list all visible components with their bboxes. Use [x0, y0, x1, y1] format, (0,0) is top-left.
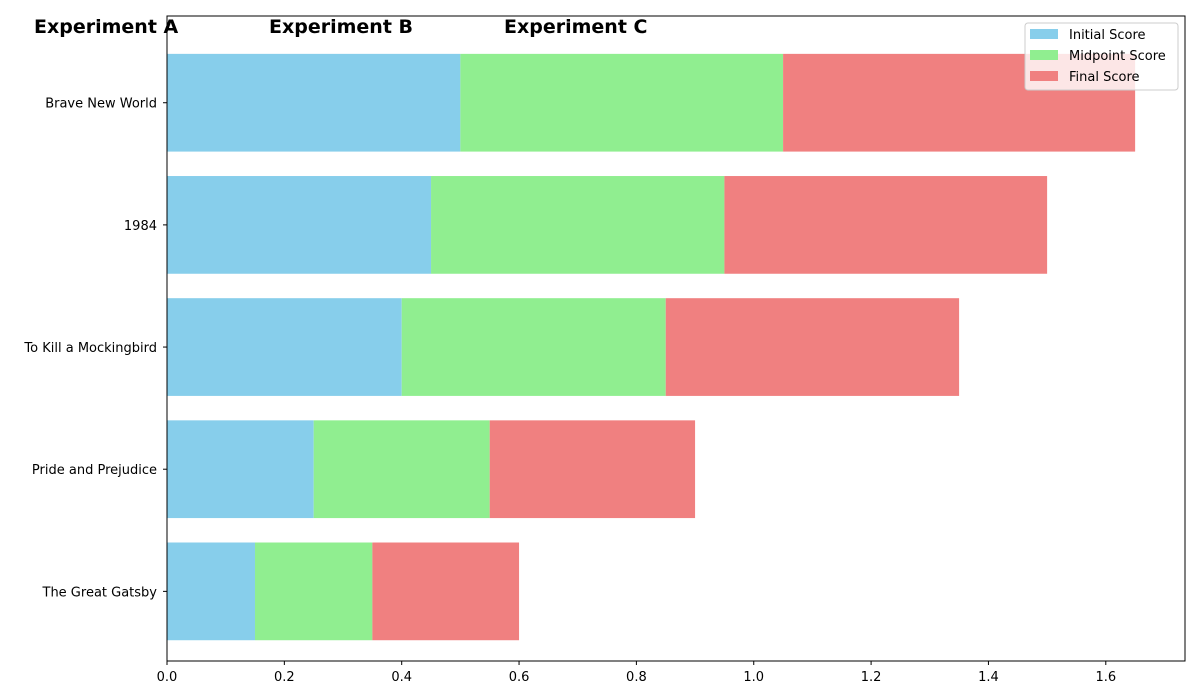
bar-final-score-to-kill-a-mockingbird [665, 298, 960, 396]
legend-box [1024, 22, 1179, 91]
legend-swatch [1030, 29, 1058, 39]
bar-midpoint-score-the-great-gatsby [255, 542, 373, 641]
y-tick-label: Pride and Prejudice [32, 463, 157, 478]
bar-final-score-1984 [724, 176, 1048, 274]
bar-initial-score-1984 [167, 176, 432, 274]
y-tick-label: The Great Gatsby [42, 585, 158, 600]
bar-initial-score-pride-and-prejudice [167, 420, 314, 519]
bars-group [167, 53, 1136, 641]
y-tick-label: Brave New World [45, 97, 157, 112]
bar-midpoint-score-brave-new-world [460, 53, 784, 152]
legend-label: Initial Score [1069, 28, 1146, 43]
bar-midpoint-score-pride-and-prejudice [313, 420, 490, 519]
experiment-label: Experiment C [504, 16, 647, 38]
bar-final-score-the-great-gatsby [372, 542, 520, 641]
bar-initial-score-the-great-gatsby [167, 542, 256, 641]
plot-frame [166, 15, 1186, 662]
y-tick-label: To Kill a Mockingbird [23, 341, 157, 356]
x-tick-label: 0.4 [391, 670, 412, 685]
y-tick-labels: The Great Gatsby Pride and Prejudice To Ki… [23, 97, 157, 601]
x-tick-label: 0.0 [157, 670, 178, 685]
legend-swatch [1030, 71, 1058, 81]
x-tick-label: 1.2 [861, 670, 882, 685]
axes-group [163, 15, 1186, 665]
bar-midpoint-score-1984 [431, 176, 725, 274]
y-tick-label: 1984 [124, 219, 157, 234]
x-tick-label: 1.4 [978, 670, 999, 685]
experiment-label: Experiment A [34, 16, 179, 38]
legend-label: Final Score [1069, 70, 1140, 85]
legend-swatch [1030, 50, 1058, 60]
legend-label: Midpoint Score [1069, 49, 1166, 64]
x-tick-label: 0.6 [509, 670, 530, 685]
bar-midpoint-score-to-kill-a-mockingbird [401, 298, 666, 396]
bar-final-score-pride-and-prejudice [489, 420, 696, 519]
x-tick-label: 0.2 [274, 670, 295, 685]
bar-initial-score-to-kill-a-mockingbird [167, 298, 402, 396]
legend: Initial Score Midpoint Score Final Score [1024, 22, 1179, 91]
experiment-label: Experiment B [269, 16, 413, 38]
bar-initial-score-brave-new-world [167, 53, 461, 152]
experiment-labels: Experiment A Experiment B Experiment C [34, 16, 647, 38]
x-tick-label: 1.0 [743, 670, 764, 685]
x-tick-label: 1.6 [1095, 670, 1116, 685]
x-tick-label: 0.8 [626, 670, 647, 685]
x-tick-labels: 0.0 0.2 0.4 0.6 0.8 1.0 1.2 1.4 1.6 [157, 670, 1116, 685]
